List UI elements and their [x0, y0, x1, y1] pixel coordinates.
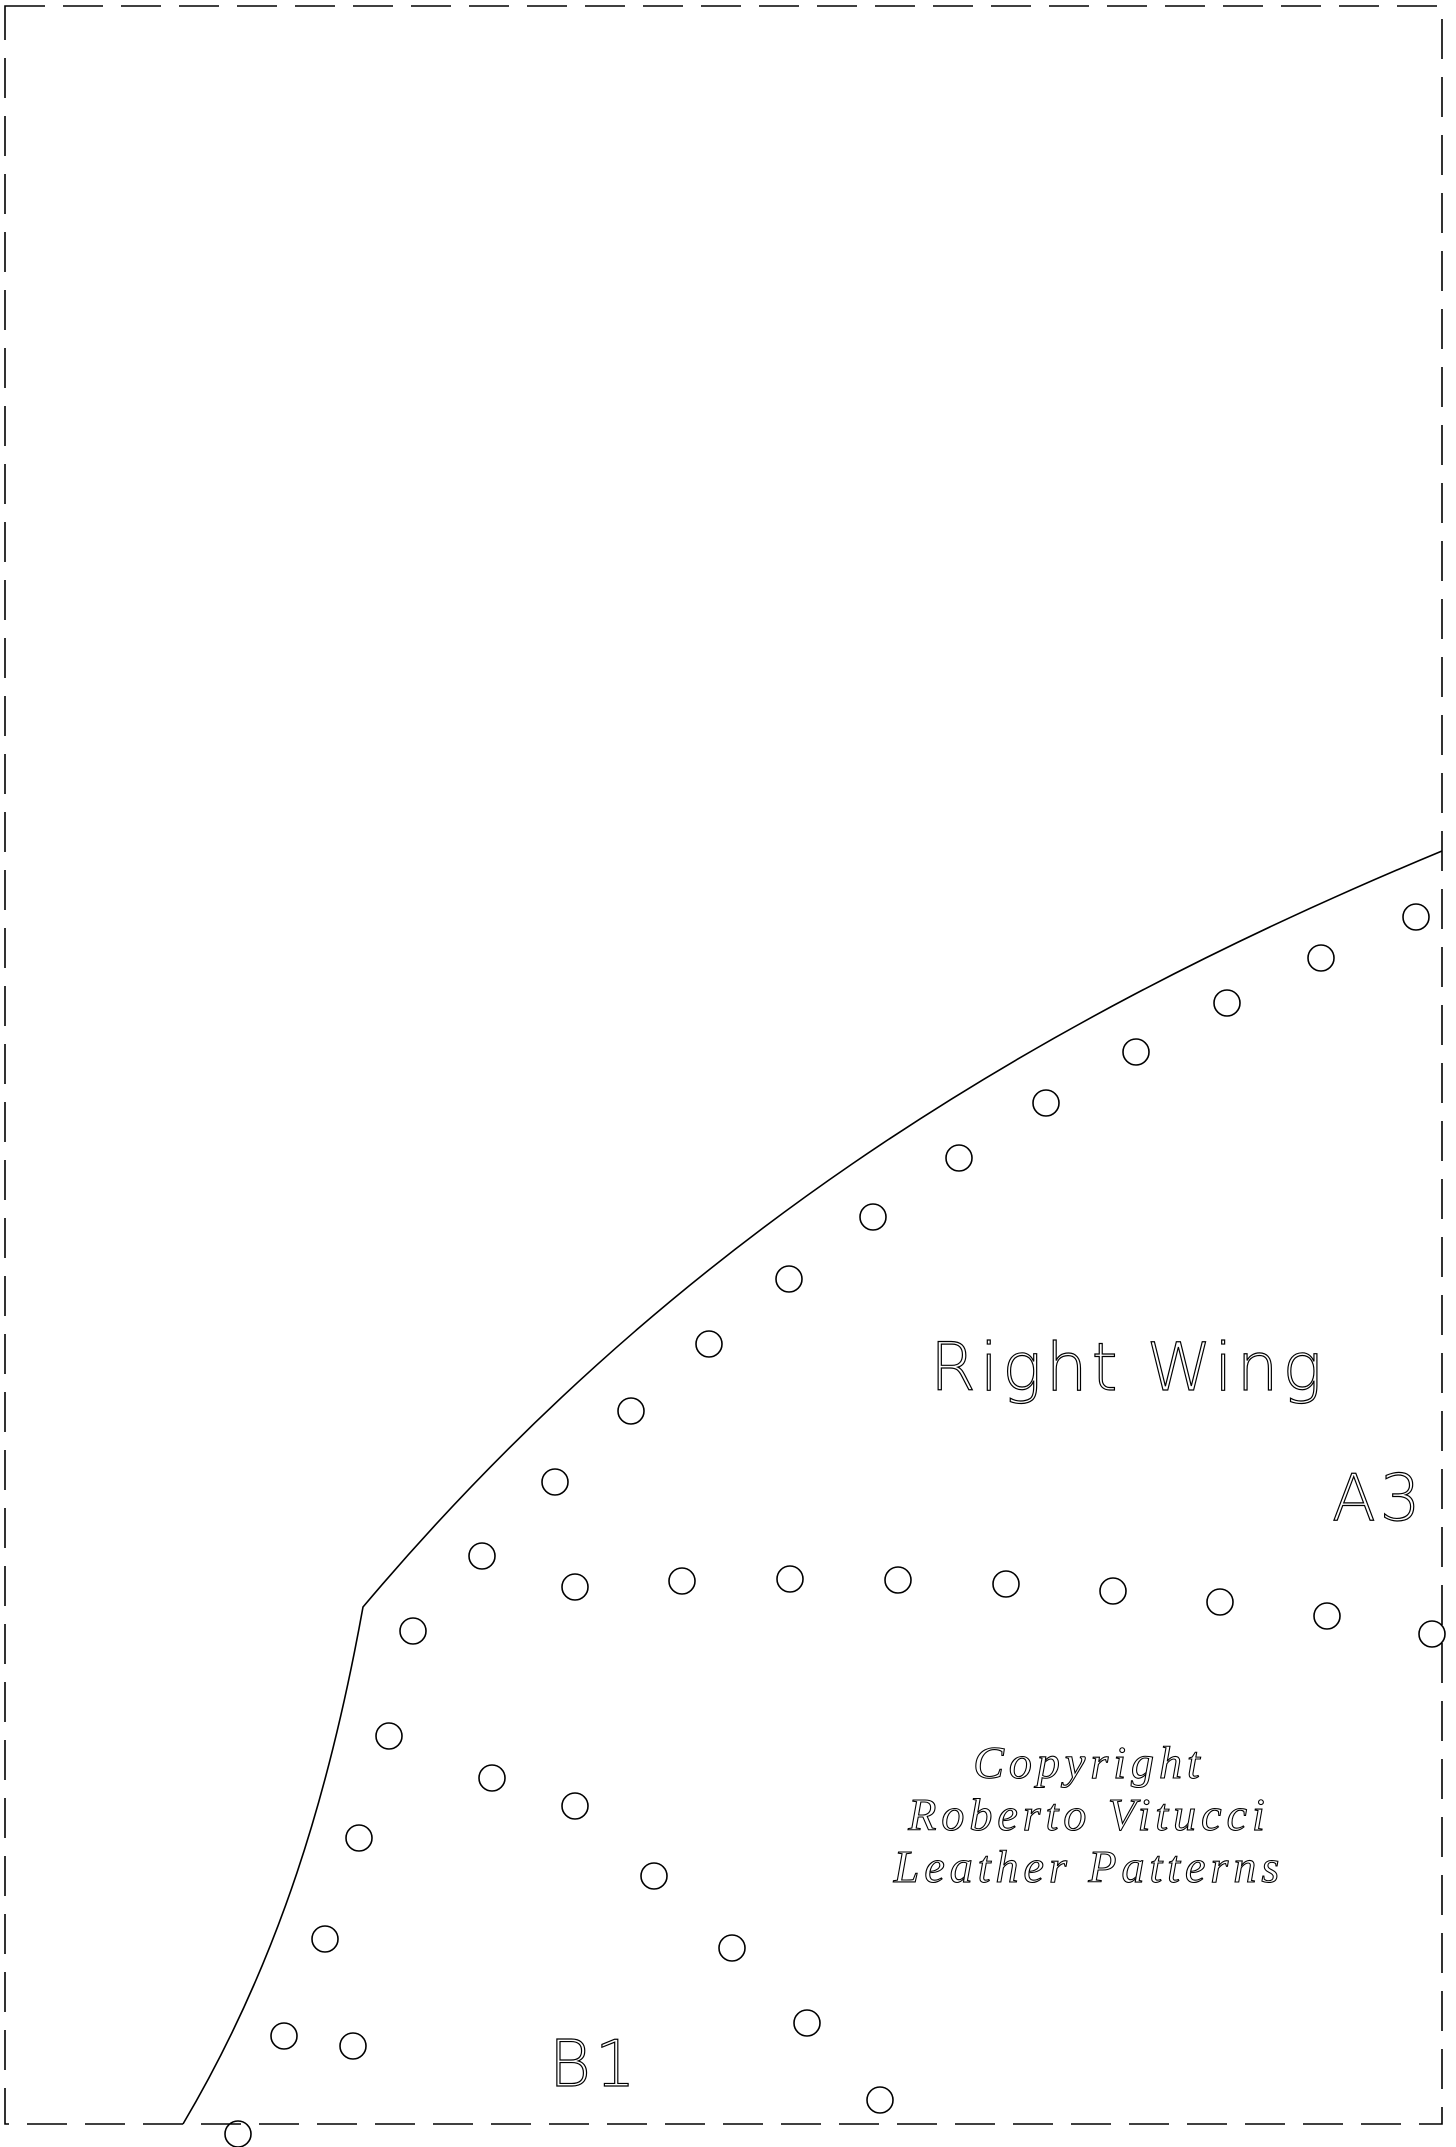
- stitch-hole: [1418, 1620, 1446, 1648]
- stitch-hole: [375, 1722, 403, 1750]
- stitch-hole: [1213, 989, 1241, 1017]
- stitch-hole: [345, 1824, 373, 1852]
- piece-name-label: Right Wing: [930, 1329, 1326, 1406]
- stitch-hole: [793, 2009, 821, 2037]
- stitch-hole: [1206, 1588, 1234, 1616]
- copyright-line-2: Roberto Vitucci: [907, 1789, 1270, 1840]
- stitch-hole: [399, 1617, 427, 1645]
- stitch-hole: [775, 1265, 803, 1293]
- piece-code-label: A3: [1332, 1462, 1425, 1536]
- outer-stitch-holes: [224, 903, 1430, 2147]
- stitch-hole: [561, 1573, 589, 1601]
- stitch-hole: [270, 2022, 298, 2050]
- stitch-hole: [224, 2120, 252, 2147]
- stitch-hole: [718, 1934, 746, 1962]
- stitch-hole: [992, 1570, 1020, 1598]
- stitch-hole: [668, 1567, 696, 1595]
- stitch-hole: [859, 1203, 887, 1231]
- stitch-hole: [541, 1468, 569, 1496]
- stitch-hole: [1122, 1038, 1150, 1066]
- stitch-hole: [884, 1566, 912, 1594]
- stitch-hole: [1032, 1089, 1060, 1117]
- wing-cut-line: [182, 850, 1443, 2125]
- stitch-hole: [311, 1925, 339, 1953]
- dashed-page-border: [4, 5, 1443, 2125]
- stitch-hole: [478, 1764, 506, 1792]
- copyright-block: Copyright Roberto Vitucci Leather Patter…: [892, 1736, 1284, 1892]
- stitch-hole: [1307, 944, 1335, 972]
- stitch-hole: [1313, 1602, 1341, 1630]
- copyright-line-1: Copyright: [973, 1737, 1205, 1788]
- stitch-hole: [1099, 1577, 1127, 1605]
- stitch-hole: [866, 2086, 894, 2114]
- stitch-hole: [561, 1792, 589, 1820]
- stitch-hole: [617, 1397, 645, 1425]
- stitch-hole: [945, 1144, 973, 1172]
- stitch-hole: [1402, 903, 1430, 931]
- stitch-hole: [695, 1330, 723, 1358]
- stitch-hole: [776, 1565, 804, 1593]
- copyright-line-3: Leather Patterns: [893, 1841, 1284, 1892]
- stitch-hole: [339, 2032, 367, 2060]
- seam-a3-stitch-holes: [561, 1565, 1446, 1648]
- seam-b1-stitch-holes: [339, 1764, 894, 2114]
- adjoining-piece-code-label: B1: [549, 2028, 640, 2102]
- stitch-hole: [468, 1542, 496, 1570]
- stitch-hole: [640, 1862, 668, 1890]
